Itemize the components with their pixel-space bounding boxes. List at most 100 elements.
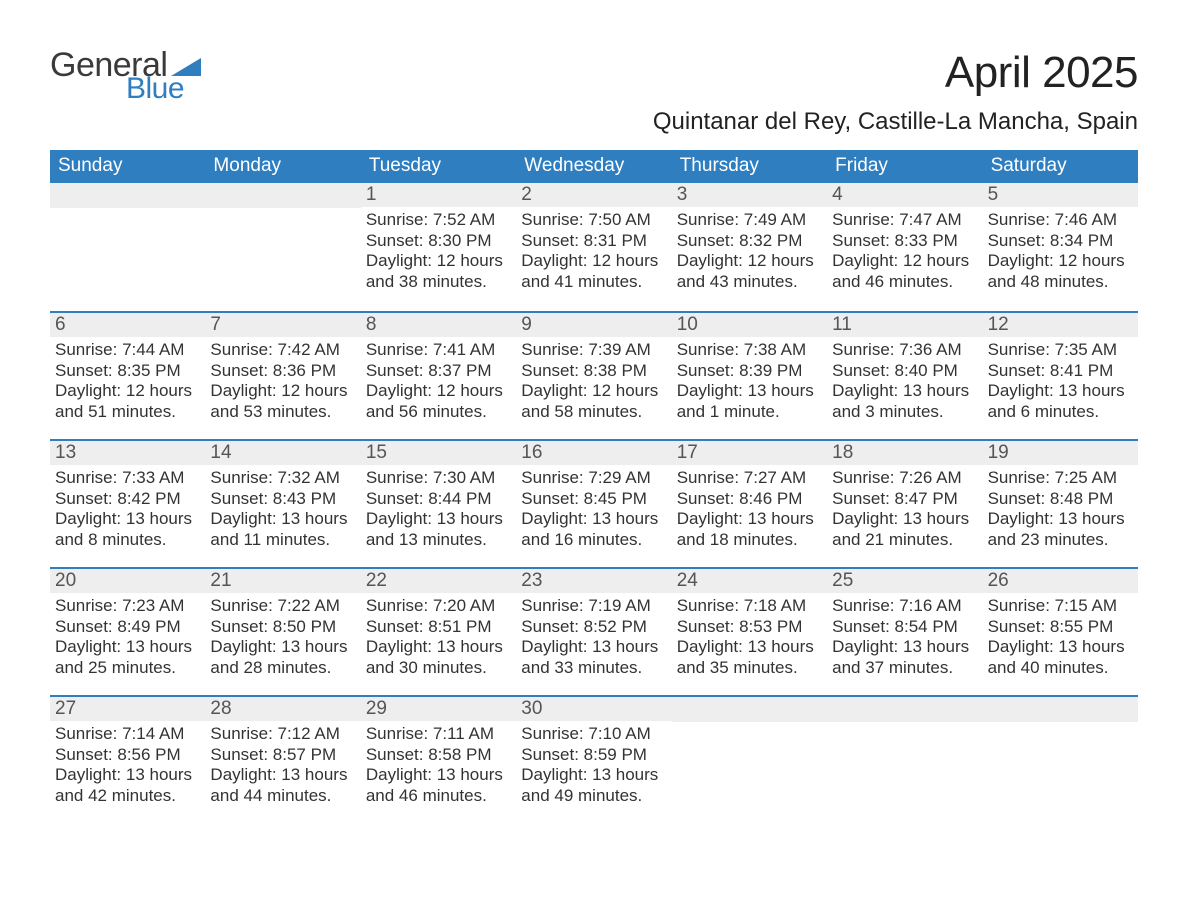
daylight-line: Daylight: 12 hours and 41 minutes. <box>521 251 665 292</box>
weekday-header: Friday <box>827 150 982 183</box>
sunset-line: Sunset: 8:53 PM <box>677 617 821 638</box>
calendar-day-cell: 29Sunrise: 7:11 AMSunset: 8:58 PMDayligh… <box>361 697 516 823</box>
day-number: 5 <box>983 183 1138 207</box>
daylight-line: Daylight: 12 hours and 46 minutes. <box>832 251 976 292</box>
calendar-day-cell: 23Sunrise: 7:19 AMSunset: 8:52 PMDayligh… <box>516 569 671 695</box>
calendar-day-cell: 6Sunrise: 7:44 AMSunset: 8:35 PMDaylight… <box>50 313 205 439</box>
day-details: Sunrise: 7:38 AMSunset: 8:39 PMDaylight:… <box>672 337 827 439</box>
day-details: Sunrise: 7:49 AMSunset: 8:32 PMDaylight:… <box>672 207 827 309</box>
sunrise-line: Sunrise: 7:42 AM <box>210 340 354 361</box>
daylight-line: Daylight: 13 hours and 23 minutes. <box>988 509 1132 550</box>
sunset-line: Sunset: 8:36 PM <box>210 361 354 382</box>
day-details: Sunrise: 7:15 AMSunset: 8:55 PMDaylight:… <box>983 593 1138 695</box>
sunrise-line: Sunrise: 7:46 AM <box>988 210 1132 231</box>
sunrise-line: Sunrise: 7:38 AM <box>677 340 821 361</box>
title-block: April 2025 Quintanar del Rey, Castille-L… <box>653 48 1138 136</box>
day-details: Sunrise: 7:36 AMSunset: 8:40 PMDaylight:… <box>827 337 982 439</box>
day-number: 15 <box>361 441 516 465</box>
day-details: Sunrise: 7:11 AMSunset: 8:58 PMDaylight:… <box>361 721 516 823</box>
sunrise-line: Sunrise: 7:35 AM <box>988 340 1132 361</box>
sunrise-line: Sunrise: 7:19 AM <box>521 596 665 617</box>
empty-day-number <box>983 697 1138 722</box>
sunset-line: Sunset: 8:45 PM <box>521 489 665 510</box>
sunrise-line: Sunrise: 7:33 AM <box>55 468 199 489</box>
calendar-day-cell <box>672 697 827 823</box>
day-number: 26 <box>983 569 1138 593</box>
sunset-line: Sunset: 8:37 PM <box>366 361 510 382</box>
calendar-day-cell: 18Sunrise: 7:26 AMSunset: 8:47 PMDayligh… <box>827 441 982 567</box>
daylight-line: Daylight: 12 hours and 53 minutes. <box>210 381 354 422</box>
calendar-day-cell: 9Sunrise: 7:39 AMSunset: 8:38 PMDaylight… <box>516 313 671 439</box>
sunset-line: Sunset: 8:50 PM <box>210 617 354 638</box>
day-number: 20 <box>50 569 205 593</box>
day-number: 10 <box>672 313 827 337</box>
calendar-day-cell: 22Sunrise: 7:20 AMSunset: 8:51 PMDayligh… <box>361 569 516 695</box>
sunset-line: Sunset: 8:43 PM <box>210 489 354 510</box>
sunset-line: Sunset: 8:40 PM <box>832 361 976 382</box>
sunrise-line: Sunrise: 7:50 AM <box>521 210 665 231</box>
calendar-day-cell <box>205 183 360 311</box>
sunrise-line: Sunrise: 7:18 AM <box>677 596 821 617</box>
sunrise-line: Sunrise: 7:25 AM <box>988 468 1132 489</box>
sunset-line: Sunset: 8:46 PM <box>677 489 821 510</box>
daylight-line: Daylight: 13 hours and 21 minutes. <box>832 509 976 550</box>
calendar: Sunday Monday Tuesday Wednesday Thursday… <box>50 150 1138 823</box>
sunrise-line: Sunrise: 7:52 AM <box>366 210 510 231</box>
calendar-day-cell: 5Sunrise: 7:46 AMSunset: 8:34 PMDaylight… <box>983 183 1138 311</box>
daylight-line: Daylight: 13 hours and 1 minute. <box>677 381 821 422</box>
daylight-line: Daylight: 13 hours and 42 minutes. <box>55 765 199 806</box>
daylight-line: Daylight: 13 hours and 13 minutes. <box>366 509 510 550</box>
day-details: Sunrise: 7:25 AMSunset: 8:48 PMDaylight:… <box>983 465 1138 567</box>
calendar-day-cell: 1Sunrise: 7:52 AMSunset: 8:30 PMDaylight… <box>361 183 516 311</box>
daylight-line: Daylight: 13 hours and 44 minutes. <box>210 765 354 806</box>
daylight-line: Daylight: 13 hours and 33 minutes. <box>521 637 665 678</box>
sunset-line: Sunset: 8:38 PM <box>521 361 665 382</box>
empty-day-number <box>205 183 360 208</box>
calendar-day-cell: 7Sunrise: 7:42 AMSunset: 8:36 PMDaylight… <box>205 313 360 439</box>
sunrise-line: Sunrise: 7:10 AM <box>521 724 665 745</box>
day-details: Sunrise: 7:42 AMSunset: 8:36 PMDaylight:… <box>205 337 360 439</box>
calendar-day-cell: 12Sunrise: 7:35 AMSunset: 8:41 PMDayligh… <box>983 313 1138 439</box>
day-details: Sunrise: 7:44 AMSunset: 8:35 PMDaylight:… <box>50 337 205 439</box>
daylight-line: Daylight: 13 hours and 37 minutes. <box>832 637 976 678</box>
daylight-line: Daylight: 13 hours and 6 minutes. <box>988 381 1132 422</box>
sunrise-line: Sunrise: 7:41 AM <box>366 340 510 361</box>
sunset-line: Sunset: 8:58 PM <box>366 745 510 766</box>
day-number: 4 <box>827 183 982 207</box>
sunset-line: Sunset: 8:51 PM <box>366 617 510 638</box>
weekday-header: Monday <box>205 150 360 183</box>
day-number: 25 <box>827 569 982 593</box>
day-details: Sunrise: 7:10 AMSunset: 8:59 PMDaylight:… <box>516 721 671 823</box>
sunrise-line: Sunrise: 7:49 AM <box>677 210 821 231</box>
calendar-day-cell: 21Sunrise: 7:22 AMSunset: 8:50 PMDayligh… <box>205 569 360 695</box>
weeks-container: 1Sunrise: 7:52 AMSunset: 8:30 PMDaylight… <box>50 183 1138 823</box>
calendar-day-cell: 11Sunrise: 7:36 AMSunset: 8:40 PMDayligh… <box>827 313 982 439</box>
day-details: Sunrise: 7:19 AMSunset: 8:52 PMDaylight:… <box>516 593 671 695</box>
sunset-line: Sunset: 8:33 PM <box>832 231 976 252</box>
day-number: 18 <box>827 441 982 465</box>
sunset-line: Sunset: 8:41 PM <box>988 361 1132 382</box>
daylight-line: Daylight: 13 hours and 49 minutes. <box>521 765 665 806</box>
sunrise-line: Sunrise: 7:27 AM <box>677 468 821 489</box>
daylight-line: Daylight: 13 hours and 30 minutes. <box>366 637 510 678</box>
daylight-line: Daylight: 13 hours and 3 minutes. <box>832 381 976 422</box>
calendar-day-cell: 19Sunrise: 7:25 AMSunset: 8:48 PMDayligh… <box>983 441 1138 567</box>
day-details: Sunrise: 7:33 AMSunset: 8:42 PMDaylight:… <box>50 465 205 567</box>
calendar-day-cell: 27Sunrise: 7:14 AMSunset: 8:56 PMDayligh… <box>50 697 205 823</box>
day-details: Sunrise: 7:39 AMSunset: 8:38 PMDaylight:… <box>516 337 671 439</box>
calendar-day-cell: 2Sunrise: 7:50 AMSunset: 8:31 PMDaylight… <box>516 183 671 311</box>
calendar-week-row: 1Sunrise: 7:52 AMSunset: 8:30 PMDaylight… <box>50 183 1138 311</box>
logo-word-blue: Blue <box>126 74 201 104</box>
day-number: 27 <box>50 697 205 721</box>
sunrise-line: Sunrise: 7:30 AM <box>366 468 510 489</box>
sunrise-line: Sunrise: 7:12 AM <box>210 724 354 745</box>
day-details: Sunrise: 7:23 AMSunset: 8:49 PMDaylight:… <box>50 593 205 695</box>
day-details: Sunrise: 7:16 AMSunset: 8:54 PMDaylight:… <box>827 593 982 695</box>
calendar-day-cell: 4Sunrise: 7:47 AMSunset: 8:33 PMDaylight… <box>827 183 982 311</box>
day-number: 3 <box>672 183 827 207</box>
daylight-line: Daylight: 12 hours and 58 minutes. <box>521 381 665 422</box>
month-title: April 2025 <box>653 48 1138 98</box>
calendar-day-cell: 14Sunrise: 7:32 AMSunset: 8:43 PMDayligh… <box>205 441 360 567</box>
sunset-line: Sunset: 8:31 PM <box>521 231 665 252</box>
day-details: Sunrise: 7:30 AMSunset: 8:44 PMDaylight:… <box>361 465 516 567</box>
